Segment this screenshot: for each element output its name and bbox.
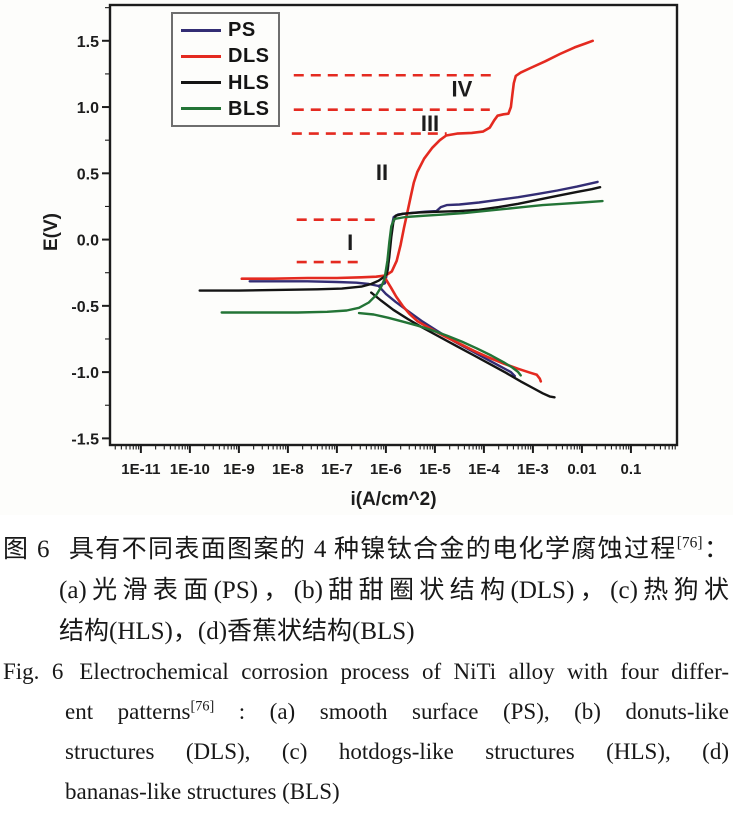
legend-label-bls: BLS — [228, 97, 270, 120]
series-DLS-line — [240, 39, 594, 383]
caption-zh-colon: ： — [702, 536, 729, 563]
y-tick-label: 0.0 — [77, 233, 99, 250]
y-tick-label: 1.5 — [77, 34, 99, 51]
caption-en-line3: structures (DLS), (c) hotdogs-like struc… — [65, 739, 729, 764]
legend-label-dls: DLS — [228, 45, 270, 68]
legend-label-hls: HLS — [228, 71, 270, 94]
caption-en-line4: bananas-like structures (BLS) — [65, 779, 340, 804]
figure-caption: 图 6 具有不同表面图案的 4 种镍钛合金的电化学腐蚀过程[76]： (a)光滑表… — [0, 529, 733, 812]
stage-label-I: I — [347, 230, 353, 255]
plot-frame — [108, 3, 679, 447]
x-tick-label: 1E-5 — [419, 461, 451, 478]
stage-label-II: II — [376, 160, 388, 185]
caption-zh-line2: (a)光滑表面(PS)，(b)甜甜圈状结构(DLS)，(c)热狗状 — [59, 577, 729, 604]
y-tick-label: -1.5 — [71, 431, 99, 448]
caption-en-text2a: ent patterns — [65, 699, 191, 724]
hls-line-swatch-icon — [181, 81, 221, 85]
caption-zh-tag: 图 6 — [3, 536, 50, 563]
x-tick-label: 1E-7 — [321, 461, 353, 478]
caption-zh-ref-sup: [76] — [676, 534, 703, 552]
series-BLS-line — [220, 199, 604, 377]
caption-en-line1: Fig. 6 Electrochemical corrosion process … — [3, 652, 729, 692]
bls-line-swatch-icon — [181, 107, 221, 111]
caption-en-text2b: : (a) smooth surface (PS), (b) donuts-li… — [214, 699, 729, 724]
caption-zh-text1: 具有不同表面图案的 4 种镍钛合金的电化学腐蚀过程 — [67, 536, 677, 563]
x-tick-label: 0.1 — [621, 461, 642, 478]
legend-row-dls: DLS — [181, 43, 274, 69]
x-tick-label: 1E-10 — [170, 461, 210, 478]
legend-row-hls: HLS — [181, 70, 274, 96]
y-axis-title: E(V) — [41, 213, 62, 251]
figure-panel: 1E-11 1E-10 1E-9 1E-8 1E-7 1E-6 1E-5 1E-4 1E-3 0.… — [41, 3, 679, 510]
x-tick-label: 1E-9 — [223, 461, 255, 478]
caption-en-text1: Electrochemical corrosion process of NiT… — [79, 659, 729, 684]
stage-label-III: III — [421, 111, 439, 136]
y-tick-label: 1.0 — [77, 100, 99, 117]
caption-en-line2: ent patterns[76] : (a) smooth surface (P… — [3, 692, 729, 732]
dls-line-swatch-icon — [181, 54, 221, 58]
polarization-chart: 1E-11 1E-10 1E-9 1E-8 1E-7 1E-6 1E-5 1E-4 1E-3 0.… — [41, 3, 679, 510]
caption-en-tag: Fig. 6 — [3, 659, 64, 684]
x-tick-label: 1E-6 — [370, 461, 402, 478]
legend-row-bls: BLS — [181, 96, 274, 122]
stage-label-IV: IV — [451, 76, 472, 101]
legend-row-ps: PS — [181, 17, 274, 43]
x-tick-label: 1E-11 — [121, 461, 160, 478]
x-tick-label: 1E-3 — [517, 461, 549, 478]
x-tick-label: 1E-4 — [468, 461, 500, 478]
ps-line-swatch-icon — [181, 28, 221, 32]
y-tick-label: -0.5 — [71, 299, 99, 316]
caption-en-ref-sup: [76] — [190, 698, 215, 715]
legend-label-ps: PS — [228, 19, 256, 42]
chart-legend: PS DLS HLS BLS — [171, 12, 280, 127]
y-tick-label: 0.5 — [77, 166, 99, 183]
y-tick-label: -1.0 — [71, 365, 99, 382]
caption-zh-line1: 图 6 具有不同表面图案的 4 种镍钛合金的电化学腐蚀过程[76]： — [3, 529, 729, 570]
caption-zh-line3: 结构(HLS)，(d)香蕉状结构(BLS) — [59, 618, 415, 645]
x-tick-label: 1E-8 — [272, 461, 304, 478]
x-tick-label: 0.01 — [567, 461, 596, 478]
x-axis-title: i(A/cm^2) — [350, 489, 436, 510]
